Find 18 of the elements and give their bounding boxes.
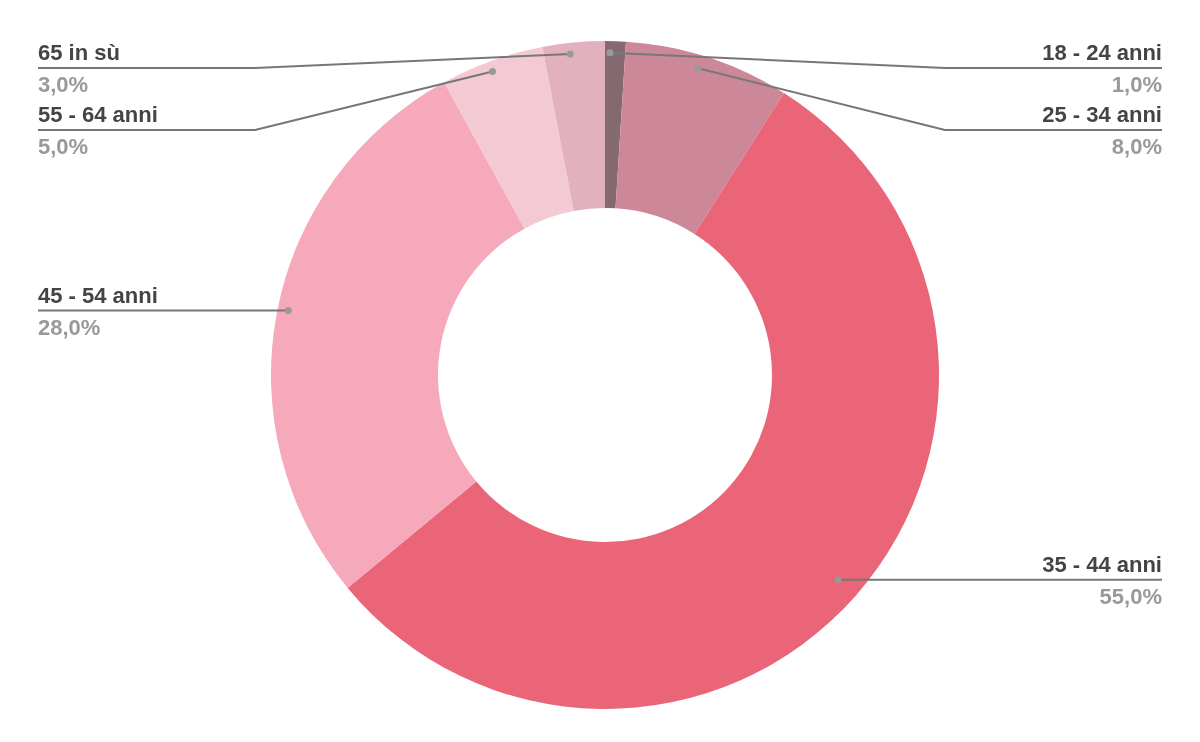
donut-slice (605, 41, 626, 209)
data-label: 55,0% (1099, 583, 1162, 609)
donut-slice (347, 92, 939, 709)
slice-label: 25 - 34 anni (1042, 102, 1162, 127)
slice-label: 55 - 64 anni (38, 102, 158, 127)
donut-slice (271, 82, 525, 588)
data-label: 3,0% (38, 72, 89, 97)
data-label: 8,0% (1111, 134, 1162, 159)
slice-label: 35 - 44 anni (1042, 551, 1162, 577)
data-label: 5,0% (38, 134, 89, 159)
slice-label: 45 - 54 anni (38, 282, 158, 308)
data-label: 28,0% (38, 314, 101, 340)
data-label: 1,0% (1111, 72, 1162, 97)
donut-slice (615, 41, 784, 234)
donut-slice (444, 46, 574, 229)
slice-label: 65 in sù (38, 40, 120, 65)
slice-label: 18 - 24 anni (1042, 40, 1162, 65)
donut-slice (542, 41, 605, 211)
